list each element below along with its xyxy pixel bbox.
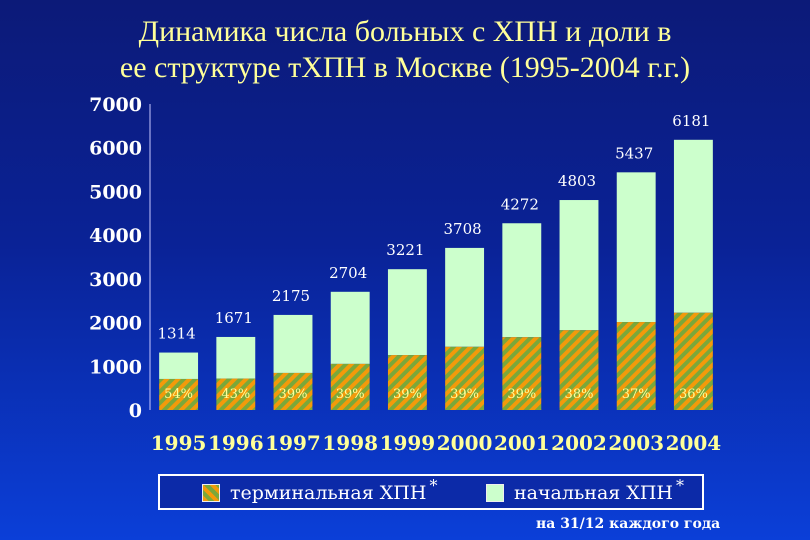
y-tick-label: 3000 — [89, 269, 142, 291]
total-value-label-1999: 3221 — [386, 241, 424, 259]
terminal-share-label-2004: 36% — [679, 387, 708, 402]
bar-terminal-1998 — [330, 363, 370, 410]
bar-terminal-2000 — [445, 346, 485, 410]
terminal-share-label-1998: 39% — [336, 387, 365, 402]
bar-initial-1998 — [330, 291, 370, 364]
legend-item-initial: начальная ХПН * — [486, 476, 684, 504]
legend-swatch-terminal — [202, 484, 220, 502]
total-value-label-2003: 5437 — [615, 144, 653, 162]
legend-asterisk-initial: * — [675, 475, 684, 495]
total-value-label-1997: 2175 — [272, 287, 310, 305]
legend-label-initial: начальная ХПН — [514, 482, 673, 504]
x-tick-label-1999: 1999 — [380, 431, 436, 455]
y-tick-label: 6000 — [89, 138, 142, 160]
x-tick-label-1998: 1998 — [322, 431, 378, 455]
terminal-share-label-1997: 39% — [279, 387, 308, 402]
bar-initial-2002 — [559, 200, 599, 331]
total-value-label-1998: 2704 — [329, 264, 367, 282]
terminal-share-label-2000: 39% — [450, 387, 479, 402]
x-tick-label-2003: 2003 — [608, 431, 664, 455]
total-value-label-2000: 3708 — [444, 220, 482, 238]
bar-terminal-2002 — [559, 330, 599, 410]
bar-terminal-2001 — [502, 337, 542, 410]
legend-label-terminal: терминальная ХПН — [230, 482, 427, 504]
total-value-label-2002: 4803 — [558, 172, 596, 190]
bar-terminal-1999 — [387, 355, 427, 410]
bar-initial-2003 — [616, 172, 656, 323]
terminal-share-label-1999: 39% — [393, 387, 422, 402]
chart-legend: терминальная ХПН * начальная ХПН * — [158, 474, 704, 510]
y-tick-label: 1000 — [89, 356, 142, 378]
title-line-2: ее структуре тХПН в Москве (1995-2004 г.… — [119, 51, 691, 84]
x-tick-label-2000: 2000 — [437, 431, 493, 455]
total-value-label-1996: 1671 — [215, 309, 253, 327]
y-tick-label: 2000 — [89, 313, 142, 335]
footnote: на 31/12 каждого года — [536, 516, 721, 532]
y-tick-label: 0 — [129, 400, 142, 422]
total-value-label-1995: 1314 — [158, 325, 196, 343]
total-value-label-2004: 6181 — [672, 112, 710, 130]
bar-terminal-1996 — [216, 378, 256, 410]
terminal-share-label-2003: 37% — [622, 387, 651, 402]
bar-initial-2004 — [673, 139, 713, 313]
x-tick-label-1996: 1996 — [208, 431, 264, 455]
bar-initial-2001 — [502, 223, 542, 338]
terminal-share-label-2001: 39% — [507, 387, 536, 402]
y-tick-label: 4000 — [89, 225, 142, 247]
y-tick-label: 7000 — [89, 94, 142, 116]
bar-terminal-1997 — [273, 372, 313, 410]
bar-initial-1996 — [216, 336, 256, 379]
terminal-share-label-2002: 38% — [565, 387, 594, 402]
x-tick-label-2004: 2004 — [666, 431, 722, 455]
bar-initial-1999 — [387, 269, 427, 356]
legend-asterisk-terminal: * — [429, 475, 438, 495]
legend-swatch-initial — [486, 484, 504, 502]
x-tick-label-2002: 2002 — [551, 431, 607, 455]
bar-initial-2000 — [445, 247, 485, 347]
terminal-share-label-1996: 43% — [221, 387, 250, 402]
title-line-1: Динамика числа больных с ХПН и доли в — [138, 15, 672, 48]
bar-initial-1997 — [273, 314, 313, 373]
bar-chart: 0 1000 2000 3000 4000 5000 6000 7000 54% 1314 199… — [89, 94, 722, 455]
legend-item-terminal: терминальная ХПН * — [202, 476, 437, 504]
bar-terminal-2003 — [616, 322, 656, 410]
x-tick-label-1997: 1997 — [265, 431, 321, 455]
x-tick-label-2001: 2001 — [494, 431, 550, 455]
y-tick-label: 5000 — [89, 181, 142, 203]
x-tick-label-1995: 1995 — [151, 431, 207, 455]
total-value-label-2001: 4272 — [501, 195, 539, 213]
terminal-share-label-1995: 54% — [164, 387, 193, 402]
chart-title: Динамика числа больных с ХПН и доли в ее… — [0, 14, 810, 86]
bar-initial-1995 — [159, 352, 199, 379]
bar-terminal-1995 — [159, 378, 199, 410]
bar-terminal-2004 — [673, 312, 713, 410]
